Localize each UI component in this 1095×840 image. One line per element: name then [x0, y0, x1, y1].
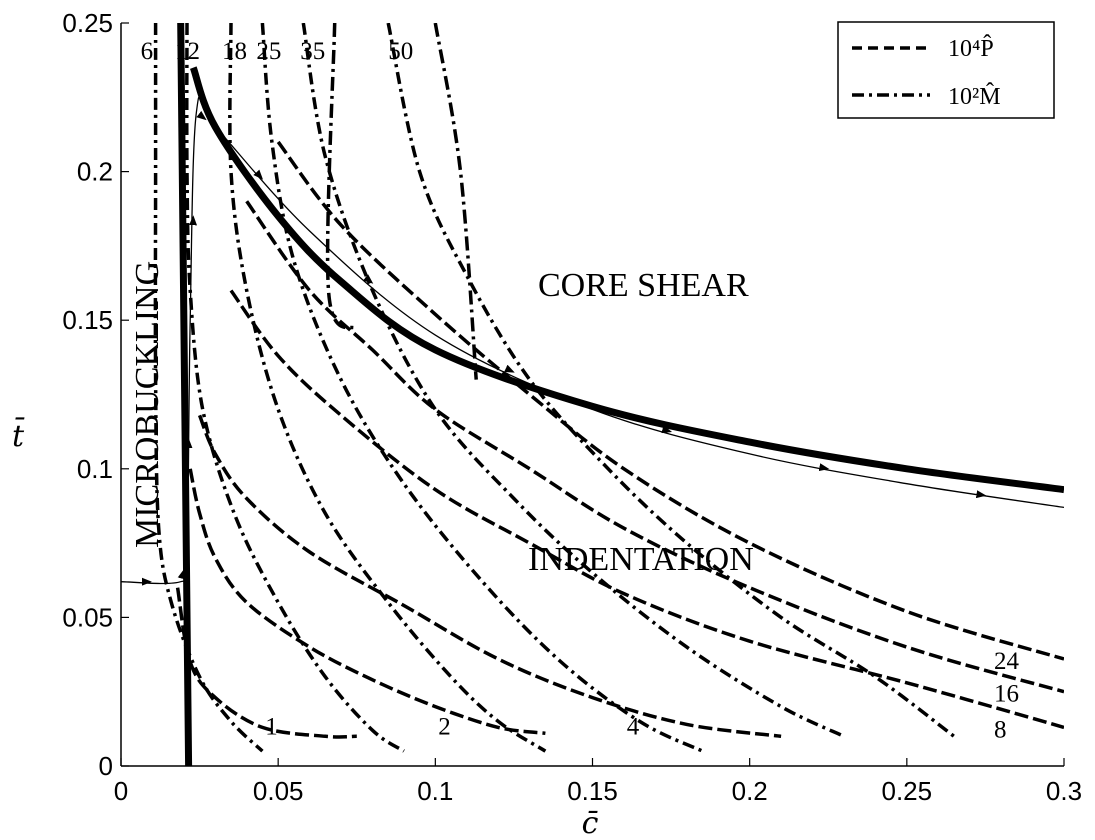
y-tick-label: 0: [99, 751, 113, 781]
x-axis-label: c̄: [582, 806, 599, 840]
legend: 10⁴P̂ 10²M̂: [837, 21, 1055, 119]
x-tick-label: 0: [114, 776, 128, 806]
load-curve-label: 4: [627, 713, 640, 740]
axes-layer: 0 0.05 0.1 0.15 0.2 0.25 0.3 0 0.05 0.1 0.15 0.2 0.2…: [62, 8, 1082, 806]
moment-curve-35: [301, 23, 845, 738]
optimal-path-1: [121, 96, 1064, 586]
region-label-microbuckling: MICROBUCKLING: [129, 261, 166, 548]
x-tick-label: 0.3: [1046, 776, 1082, 806]
legend-label-m: 10²M̂: [948, 82, 1001, 110]
x-tick-label: 0.1: [417, 776, 453, 806]
moment-curve-label: 50: [388, 38, 413, 65]
legend-label-p: 10⁴P̂: [948, 34, 994, 62]
moment-curve-25: [260, 23, 704, 753]
moment-curve-label: 35: [300, 38, 325, 65]
moment-segment-2: [433, 23, 478, 380]
y-tick-label: 0.05: [62, 602, 113, 632]
region-label-indentation: INDENTATION: [528, 541, 754, 578]
y-tick-label: 0.25: [62, 8, 113, 38]
moment-curve-label: 25: [256, 38, 281, 65]
plot-content: [121, 23, 1064, 766]
y-tick-label: 0.2: [77, 157, 113, 187]
legend-box: [837, 21, 1055, 119]
region-label-core-shear: CORE SHEAR: [538, 267, 749, 304]
moment-curve-18: [228, 23, 547, 753]
load-curve-label: 16: [994, 681, 1019, 708]
x-tick-label: 0.25: [881, 776, 932, 806]
x-tick-label: 0.15: [567, 776, 618, 806]
x-tick-label: 0.2: [732, 776, 768, 806]
load-curve-label: 1: [265, 713, 278, 740]
moment-curve-6: [153, 23, 264, 753]
load-curve-label: 8: [994, 716, 1007, 743]
load-curve-label: 24: [994, 648, 1020, 675]
x-tick-label: 0.05: [253, 776, 304, 806]
annotation-layer: CORE SHEAR INDENTATION MICROBUCKLING c̄ …: [12, 38, 1020, 840]
moment-curve-12: [185, 23, 405, 753]
load-curve-24: [276, 140, 1064, 661]
load-curve-2: [188, 468, 546, 736]
optimal-path-arrow: [196, 110, 207, 121]
moment-curve-label: 6: [141, 38, 154, 65]
y-tick-label: 0.15: [62, 305, 113, 335]
y-axis-label: t̄: [12, 416, 25, 454]
boundary-microbuckling: [177, 23, 193, 766]
load-curve-8: [229, 289, 1064, 730]
boundary-core-shear: [189, 66, 1064, 494]
clipped-series: [121, 23, 1064, 766]
moment-curve-label: 12: [175, 38, 200, 65]
moment-curve-label: 18: [222, 38, 247, 65]
load-curve-label: 2: [438, 713, 451, 740]
y-tick-label: 0.1: [77, 454, 113, 484]
load-curve-16: [245, 200, 1064, 694]
moment-curve-50: [386, 23, 956, 738]
